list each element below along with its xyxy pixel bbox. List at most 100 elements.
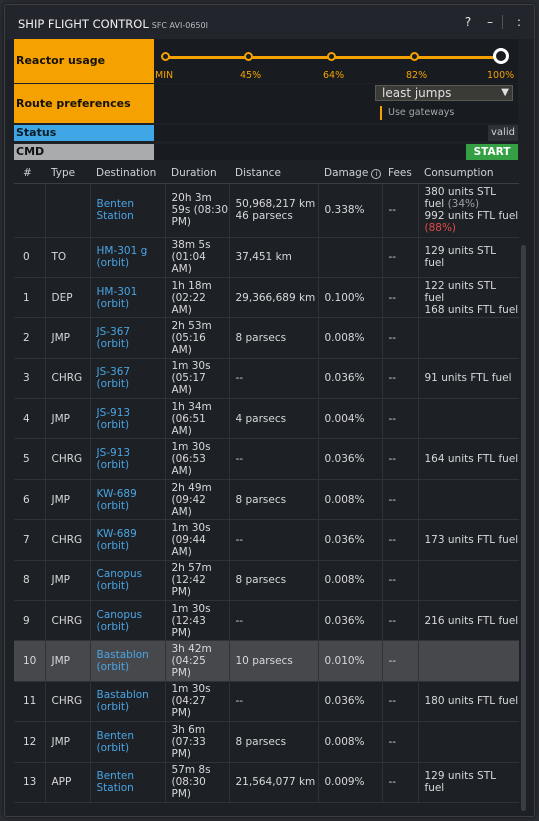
menu-button[interactable]: : bbox=[516, 15, 522, 29]
cell-distance: 10 parsecs bbox=[228, 640, 318, 682]
cell-damage: 0.004% bbox=[317, 398, 382, 440]
reactor-stop-45[interactable] bbox=[244, 52, 253, 61]
cell-destination-text[interactable]: JS-367 (orbit) bbox=[96, 325, 131, 350]
cell-distance: -- bbox=[228, 438, 318, 480]
table-row[interactable]: 2 JMP JS-367 (orbit) 2h 53m (05:16 AM) 8 par… bbox=[14, 317, 519, 359]
table-row[interactable]: 5 CHRG JS-913 (orbit) 1m 30s (06:53 AM) -- 0.… bbox=[14, 438, 519, 480]
table-row[interactable]: 13 APP Benten Station 57m 8s (08:30 PM) 21,5… bbox=[14, 762, 519, 803]
table-header-row: # Type Destination Duration Distance Dam… bbox=[14, 163, 519, 184]
cell-destination-text[interactable]: JS-913 (orbit) bbox=[96, 406, 131, 431]
reactor-stop-82[interactable] bbox=[410, 52, 419, 61]
route-table-container[interactable]: # Type Destination Duration Distance Dam… bbox=[14, 163, 519, 811]
reactor-slider-handle[interactable] bbox=[493, 48, 509, 64]
col-header-distance[interactable]: Distance bbox=[229, 163, 318, 184]
table-row[interactable]: 9 CHRG Canopus (orbit) 1m 30s (12:43 PM) -- 0… bbox=[14, 600, 519, 642]
cell-destination: JS-367 (orbit) bbox=[89, 358, 165, 400]
table-row[interactable]: 7 CHRG KW-689 (orbit) 1m 30s (09:44 AM) -- 0.… bbox=[14, 519, 519, 561]
col-header-destination[interactable]: Destination bbox=[90, 163, 165, 184]
cell-destination-text[interactable]: Canopus (orbit) bbox=[96, 608, 143, 633]
cell-consumption: 122 units STL fuel 168 units FTL fuel bbox=[417, 277, 519, 319]
col-header-damage[interactable]: Damage i bbox=[318, 163, 382, 184]
cell-num-text: 1 bbox=[23, 291, 30, 304]
cell-distance-text: -- bbox=[235, 695, 244, 708]
cell-fees-text: -- bbox=[388, 412, 397, 425]
cell-type: CHRG bbox=[44, 358, 90, 400]
cell-destination-text[interactable]: Canopus (orbit) bbox=[96, 568, 143, 593]
cell-duration: 57m 8s (08:30 PM) bbox=[164, 762, 229, 803]
table-row[interactable]: 12 JMP Benten (orbit) 3h 6m (07:33 PM) 8 par… bbox=[14, 721, 519, 763]
col-header-consumption[interactable]: Consumption bbox=[418, 163, 519, 184]
cell-type-text: JMP bbox=[51, 574, 71, 587]
status-label: Status bbox=[14, 125, 154, 141]
table-row[interactable]: 11 CHRG Bastablon (orbit) 1m 30s (04:27 PM)… bbox=[14, 681, 519, 723]
cell-consumption: 91 units FTL fuel bbox=[417, 358, 519, 400]
cell-destination-text[interactable]: HM-301 g (orbit) bbox=[96, 245, 148, 270]
cell-distance-text: 50,968,217 km 46 parsecs bbox=[235, 198, 316, 222]
cell-destination-text[interactable]: Benten Station bbox=[96, 770, 135, 795]
help-button[interactable]: ? bbox=[464, 15, 472, 29]
cell-duration-text: 3h 42m (04:25 PM) bbox=[171, 643, 212, 680]
cell-destination-text[interactable]: Bastablon (orbit) bbox=[96, 649, 149, 674]
cell-damage bbox=[317, 237, 382, 278]
cell-fees-text: -- bbox=[388, 493, 397, 506]
cell-num-text: 9 bbox=[23, 614, 30, 627]
cell-damage-text: 0.036% bbox=[324, 372, 365, 385]
table-row[interactable]: 8 JMP Canopus (orbit) 2h 57m (12:42 PM) 8 pa… bbox=[14, 560, 519, 602]
cell-damage-text: 0.036% bbox=[324, 695, 365, 708]
cell-damage: 0.036% bbox=[317, 519, 382, 561]
cell-num-text: 3 bbox=[23, 372, 30, 385]
cell-type-text: TO bbox=[51, 251, 67, 264]
cell-type: JMP bbox=[44, 640, 90, 682]
cell-destination-text[interactable]: HM-301 (orbit) bbox=[96, 285, 138, 310]
cell-distance: 8 parsecs bbox=[228, 721, 318, 763]
table-row[interactable]: 1 DEP HM-301 (orbit) 1h 18m (02:22 AM) 29,36… bbox=[14, 277, 519, 319]
cell-damage-text: 0.008% bbox=[324, 331, 365, 344]
cell-consumption: 173 units FTL fuel bbox=[417, 519, 519, 561]
title-bar[interactable]: SHIP FLIGHT CONTROL SFC AVI-0650I ? – : bbox=[5, 5, 534, 39]
cell-fees-text: -- bbox=[388, 533, 397, 546]
cell-destination-text[interactable]: Benten (orbit) bbox=[96, 729, 135, 754]
table-row[interactable]: 4 JMP JS-913 (orbit) 1h 34m (06:51 AM) 4 par… bbox=[14, 398, 519, 440]
table-row[interactable]: 6 JMP KW-689 (orbit) 2h 49m (09:42 AM) 8 par… bbox=[14, 479, 519, 521]
reactor-stop-min[interactable] bbox=[161, 52, 170, 61]
col-header-duration[interactable]: Duration bbox=[165, 163, 229, 184]
reactor-stop-64[interactable] bbox=[327, 52, 336, 61]
table-scrollbar[interactable] bbox=[521, 245, 526, 811]
cell-distance: -- bbox=[228, 681, 318, 723]
start-button[interactable]: START bbox=[466, 144, 518, 160]
flight-control-window: SHIP FLIGHT CONTROL SFC AVI-0650I ? – : R… bbox=[4, 4, 535, 817]
cell-destination: JS-913 (orbit) bbox=[89, 398, 165, 440]
cell-num: 8 bbox=[14, 560, 45, 602]
cell-fees: -- bbox=[381, 277, 418, 319]
minimize-button[interactable]: – bbox=[487, 15, 493, 29]
table-row[interactable]: 3 CHRG JS-367 (orbit) 1m 30s (05:17 AM) -- 0.… bbox=[14, 358, 519, 400]
cell-duration: 1h 34m (06:51 AM) bbox=[164, 398, 229, 440]
cell-destination-text[interactable]: JS-913 (orbit) bbox=[96, 447, 131, 472]
cell-fees-text: -- bbox=[388, 655, 397, 668]
table-row[interactable]: 0 TO HM-301 g (orbit) 38m 5s (01:04 AM) 37,4… bbox=[14, 237, 519, 278]
cell-destination-text[interactable]: Benten Station bbox=[96, 198, 135, 222]
cell-destination-text[interactable]: KW-689 (orbit) bbox=[96, 527, 137, 552]
table-row-summary[interactable]: Benten Station 20h 3m 59s (08:30 PM) 50,96… bbox=[14, 183, 519, 238]
use-gateways-toggle[interactable]: Use gateways bbox=[380, 106, 454, 120]
cell-num: 1 bbox=[14, 277, 45, 319]
cell-damage-text: 0.036% bbox=[324, 614, 365, 627]
col-header-num[interactable]: # bbox=[14, 163, 45, 184]
consumption-percent-warning: (88%) bbox=[424, 222, 457, 234]
cell-distance: 8 parsecs bbox=[228, 317, 318, 359]
cell-damage: 0.008% bbox=[317, 560, 382, 602]
cell-num: 11 bbox=[14, 681, 45, 723]
cell-destination-text[interactable]: KW-689 (orbit) bbox=[96, 487, 137, 512]
cell-destination: Benten (orbit) bbox=[89, 721, 165, 763]
col-header-type[interactable]: Type bbox=[45, 163, 90, 184]
cell-destination-text[interactable]: JS-367 (orbit) bbox=[96, 366, 131, 391]
cell-destination-text[interactable]: Bastablon (orbit) bbox=[96, 689, 149, 714]
col-header-fees[interactable]: Fees bbox=[382, 163, 418, 184]
cell-type: JMP bbox=[44, 721, 90, 763]
cell-distance-text: -- bbox=[235, 372, 244, 385]
cell-destination: KW-689 (orbit) bbox=[89, 479, 165, 521]
table-row[interactable]: 10 JMP Bastablon (orbit) 3h 42m (04:25 PM) 1… bbox=[14, 640, 519, 682]
route-preference-select[interactable]: least jumps ▼ bbox=[375, 85, 513, 101]
cell-consumption: 129 units STL fuel bbox=[417, 762, 519, 803]
info-icon[interactable]: i bbox=[371, 168, 382, 179]
